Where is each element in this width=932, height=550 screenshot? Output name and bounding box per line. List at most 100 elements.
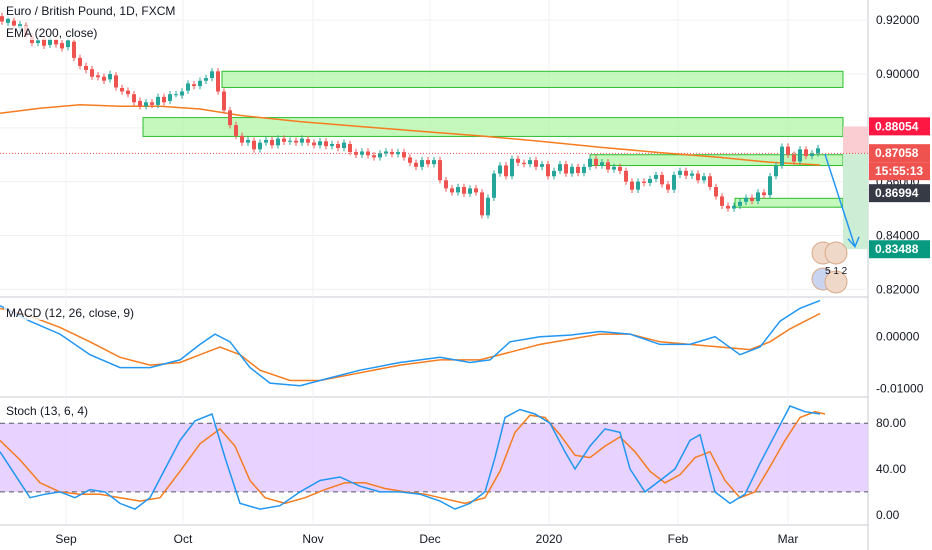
candle-body — [666, 184, 670, 190]
candle-body — [786, 146, 790, 155]
candle-body — [606, 162, 610, 170]
candle-body — [114, 75, 118, 88]
ema-legend[interactable]: EMA (200, close) — [4, 26, 100, 40]
candle-body — [246, 139, 250, 143]
candle-body — [90, 69, 94, 77]
candle-body — [624, 170, 628, 182]
candle-body — [0, 16, 4, 22]
price-label-box — [869, 144, 930, 163]
price-tick-label: 0.82000 — [876, 282, 920, 296]
uk-flag-icon[interactable] — [824, 270, 848, 294]
candle-body — [450, 188, 454, 193]
candle-body — [480, 192, 484, 216]
candle-body — [282, 138, 286, 142]
candle-body — [174, 94, 178, 96]
candle-body — [804, 149, 808, 157]
candle-body — [36, 40, 40, 44]
candle-body — [492, 173, 496, 198]
candle-body — [96, 75, 100, 78]
candle-body — [180, 91, 184, 96]
time-tick-label: Feb — [668, 532, 689, 546]
candle-body — [348, 143, 352, 153]
candle-body — [438, 160, 442, 181]
uk-flag-icon[interactable] — [824, 241, 848, 265]
candle-body — [636, 181, 640, 190]
price-label-box — [869, 162, 930, 181]
candle-body — [420, 160, 424, 167]
event-flags[interactable]: 5 1 2 — [811, 241, 848, 294]
candle-body — [588, 158, 592, 167]
candle-body — [498, 165, 502, 174]
candle-body — [522, 162, 526, 165]
candle-body — [6, 18, 10, 23]
candle-body — [540, 164, 544, 167]
candle-body — [444, 180, 448, 189]
candle-body — [378, 153, 382, 158]
price-label-box — [869, 184, 930, 203]
candle-body — [696, 173, 700, 181]
price-label-text: 0.83488 — [875, 242, 919, 256]
time-tick-label: Mar — [778, 532, 799, 546]
candle-body — [162, 96, 166, 103]
candle-body — [408, 157, 412, 163]
arrow-head — [847, 236, 860, 249]
candle-body — [534, 160, 538, 167]
candle-body — [810, 153, 814, 157]
candle-body — [390, 152, 394, 155]
candle-body — [558, 164, 562, 171]
candle-body — [744, 197, 748, 202]
stop-loss-box — [843, 126, 868, 154]
price-label-text: 0.88054 — [875, 119, 919, 133]
candle-body — [792, 154, 796, 162]
stoch-d-line — [0, 410, 826, 505]
price-label-text: 15:55:13 — [875, 164, 923, 178]
candle-body — [654, 174, 658, 179]
candle-body — [816, 148, 820, 154]
candle-body — [48, 39, 52, 45]
candle-body — [552, 170, 556, 177]
candle-body — [204, 78, 208, 81]
time-tick-label: Oct — [174, 532, 193, 546]
candle-body — [240, 135, 244, 143]
candle-body — [474, 188, 478, 193]
axes-layer: 0.920000.900000.880000.860000.840000.820… — [55, 13, 930, 546]
chart-title: Euro / British Pound, 1D, FXCM — [4, 4, 178, 18]
candle-body — [168, 94, 172, 101]
candle-body — [228, 110, 232, 126]
candle-layer — [0, 12, 820, 219]
candle-body — [108, 74, 112, 80]
candle-body — [714, 187, 718, 197]
candle-body — [288, 140, 292, 142]
candle-body — [216, 71, 220, 92]
candle-body — [384, 151, 388, 154]
candle-body — [264, 139, 268, 143]
candle-body — [306, 139, 310, 143]
candle-body — [234, 125, 238, 136]
candle-body — [318, 141, 322, 146]
candle-body — [186, 83, 190, 91]
projection-layer — [0, 126, 868, 250]
take-profit-box — [843, 153, 868, 250]
candle-body — [780, 146, 784, 166]
candle-body — [54, 39, 58, 45]
price-tick-label: 0.90000 — [876, 67, 920, 81]
candle-body — [426, 160, 430, 165]
price-tick-label: 0.92000 — [876, 13, 920, 27]
price-label-text: 0.87058 — [875, 146, 919, 160]
stoch-band — [0, 423, 868, 492]
time-tick-label: Sep — [55, 532, 77, 546]
candle-body — [312, 142, 316, 146]
candle-body — [132, 94, 136, 103]
price-tick-label: 0.84000 — [876, 228, 920, 242]
candle-body — [546, 164, 550, 177]
candle-body — [702, 176, 706, 181]
candle-body — [276, 138, 280, 146]
candle-body — [372, 155, 376, 158]
macd-legend[interactable]: MACD (12, 26, close, 9) — [4, 306, 137, 320]
stoch-legend[interactable]: Stoch (13, 6, 4) — [4, 404, 91, 418]
candle-body — [252, 140, 256, 150]
candle-body — [750, 197, 754, 202]
candle-body — [726, 205, 730, 209]
candle-body — [336, 143, 340, 148]
